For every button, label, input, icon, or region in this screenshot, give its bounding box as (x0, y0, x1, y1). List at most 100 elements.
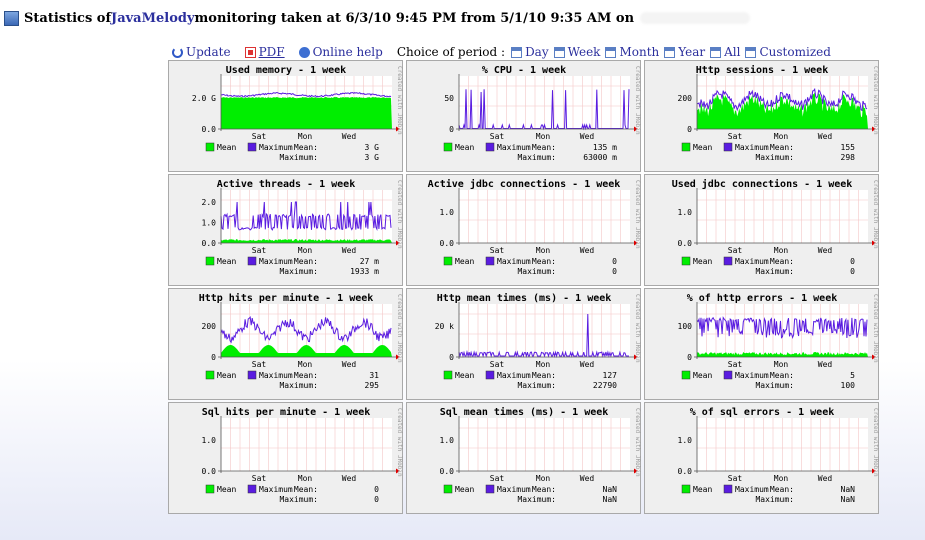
x-tick-label: Mon (774, 360, 789, 369)
legend-mean-label: Mean (217, 485, 236, 494)
graph-panel[interactable]: Sql mean times (ms) - 1 week 0.0 1.0 Sat Mon… (406, 402, 641, 514)
legend-mean-label: Mean (693, 257, 712, 266)
x-tick-label: Wed (818, 360, 833, 369)
mean-stat-value: 0 (850, 257, 855, 266)
axis-arrow-icon (396, 354, 400, 360)
graph-panel[interactable]: Http mean times (ms) - 1 week 0 20 k Sat Mon… (406, 288, 641, 400)
legend-max-label: Maximum (497, 371, 531, 380)
y-tick-label: 1.0 (440, 436, 455, 445)
max-stat-label: Maximum: (755, 153, 794, 162)
refresh-icon (172, 46, 183, 58)
watermark: Created with JRobin (634, 180, 641, 249)
legend-mean-label: Mean (217, 257, 236, 266)
graph-panel[interactable]: Used jdbc connections - 1 week 0.0 1.0 Sat M… (644, 174, 879, 286)
header-suffix: monitoring taken at 6/3/10 9:45 PM from … (194, 10, 635, 26)
max-stat-value: 22790 (593, 381, 617, 390)
y-tick-label: 1.0 (678, 436, 693, 445)
x-tick-label: Sat (490, 246, 505, 255)
legend-max-swatch (723, 256, 733, 266)
x-tick-label: Sat (252, 474, 267, 483)
graph-panel[interactable]: % of http errors - 1 week 0 100 Sat Mon Wed Cr… (644, 288, 879, 400)
legend-mean-swatch (443, 370, 453, 380)
y-tick-label: 0 (449, 353, 454, 362)
legend-max-label: Maximum (497, 257, 531, 266)
graph-panel[interactable]: % CPU - 1 week 0 50 Sat Mon Wed Created with J… (406, 60, 641, 172)
mean-stat-value: 3 G (365, 143, 380, 152)
mean-stat-value: 135 m (593, 143, 617, 152)
watermark: Created with JRobin (872, 66, 879, 135)
graph-title: % of http errors - 1 week (687, 293, 838, 304)
graph-panel[interactable]: Http sessions - 1 week 0 200 Sat Mon Wed Creat… (644, 60, 879, 172)
graph-canvas: Http mean times (ms) - 1 week 0 20 k Sat Mon… (435, 292, 641, 390)
max-stat-value: 0 (612, 267, 617, 276)
legend-mean-swatch (205, 142, 215, 152)
max-stat-value: 298 (841, 153, 856, 162)
max-stat-value: 295 (365, 381, 380, 390)
legend-mean-swatch (205, 484, 215, 494)
period-day-link[interactable]: Day (511, 45, 549, 59)
mean-stat-label: Mean: (770, 257, 794, 266)
y-tick-label: 0 (687, 125, 692, 134)
x-tick-label: Mon (774, 246, 789, 255)
pdf-link[interactable]: PDF (244, 45, 285, 59)
period-all-link[interactable]: All (710, 45, 740, 59)
graph-panel[interactable]: Used memory - 1 week 0.0 2.0 G Sat Mon Wed Cre… (168, 60, 403, 172)
x-tick-label: Wed (342, 132, 357, 141)
y-tick-label: 2.0 (202, 198, 217, 207)
graph-panel[interactable]: Http hits per minute - 1 week 0 200 Sat Mon W… (168, 288, 403, 400)
calendar-icon (710, 46, 722, 58)
max-stat-value: 0 (850, 267, 855, 276)
x-tick-label: Sat (728, 474, 743, 483)
graph-title: % CPU - 1 week (482, 65, 566, 76)
calendar-icon (511, 46, 523, 58)
period-month-link[interactable]: Month (605, 45, 659, 59)
graph-canvas: Http sessions - 1 week 0 200 Sat Mon Wed Creat… (678, 64, 879, 162)
legend-max-swatch (247, 142, 257, 152)
graph-title: Sql hits per minute - 1 week (202, 406, 371, 418)
y-tick-label: 1.0 (202, 219, 217, 228)
mean-stat-value: 5 (850, 371, 855, 380)
graph-canvas: Http hits per minute - 1 week 0 200 Sat Mon W… (199, 292, 403, 390)
graph-canvas: % CPU - 1 week 0 50 Sat Mon Wed Created with J… (443, 65, 641, 162)
x-tick-label: Wed (342, 360, 357, 369)
help-icon (298, 46, 310, 58)
mean-stat-label: Mean: (294, 485, 318, 494)
x-tick-label: Mon (536, 474, 551, 483)
max-stat-label: Maximum: (755, 495, 794, 504)
header-brand[interactable]: JavaMelody (111, 10, 195, 26)
x-tick-label: Wed (580, 246, 595, 255)
graph-panel[interactable]: Sql hits per minute - 1 week 0.0 1.0 Sat Mon… (168, 402, 403, 514)
calendar-icon (664, 46, 676, 58)
x-tick-label: Mon (536, 360, 551, 369)
graph-title: % of sql errors - 1 week (690, 407, 835, 418)
max-stat-value: 100 (841, 381, 856, 390)
y-tick-label: 0.0 (202, 125, 217, 134)
graph-panel[interactable]: Active threads - 1 week 0.0 1.0 2.0 Sat Mon We… (168, 174, 403, 286)
online-help-link[interactable]: Online help (298, 45, 383, 59)
y-tick-label: 100 (678, 322, 693, 331)
graph-panel[interactable]: % of sql errors - 1 week 0.0 1.0 Sat Mon Wed C… (644, 402, 879, 514)
period-year-link[interactable]: Year (664, 45, 705, 59)
mean-stat-value: NaN (841, 485, 856, 494)
legend-max-swatch (485, 484, 495, 494)
x-tick-label: Sat (490, 360, 505, 369)
update-link[interactable]: Update (172, 45, 231, 59)
mean-stat-label: Mean: (294, 143, 318, 152)
mean-stat-label: Mean: (532, 371, 556, 380)
legend-max-label: Maximum (259, 143, 293, 152)
axis-arrow-icon (396, 468, 400, 474)
period-customized-link[interactable]: Customized (745, 45, 831, 59)
watermark: Created with JRobin (872, 180, 879, 249)
graph-canvas: Active jdbc connections - 1 week 0.0 1.0 Sa… (428, 178, 641, 276)
x-tick-label: Mon (774, 132, 789, 141)
y-tick-label: 20 k (435, 322, 454, 331)
graph-title: Used jdbc connections - 1 week (672, 178, 853, 190)
legend-max-label: Maximum (497, 485, 531, 494)
graph-panel[interactable]: Active jdbc connections - 1 week 0.0 1.0 Sa… (406, 174, 641, 286)
y-tick-label: 1.0 (440, 208, 455, 217)
mean-stat-label: Mean: (294, 371, 318, 380)
x-tick-label: Mon (774, 474, 789, 483)
period-week-link[interactable]: Week (553, 45, 600, 59)
watermark: Created with JRobin (872, 408, 879, 477)
y-tick-label: 0.0 (678, 239, 693, 248)
